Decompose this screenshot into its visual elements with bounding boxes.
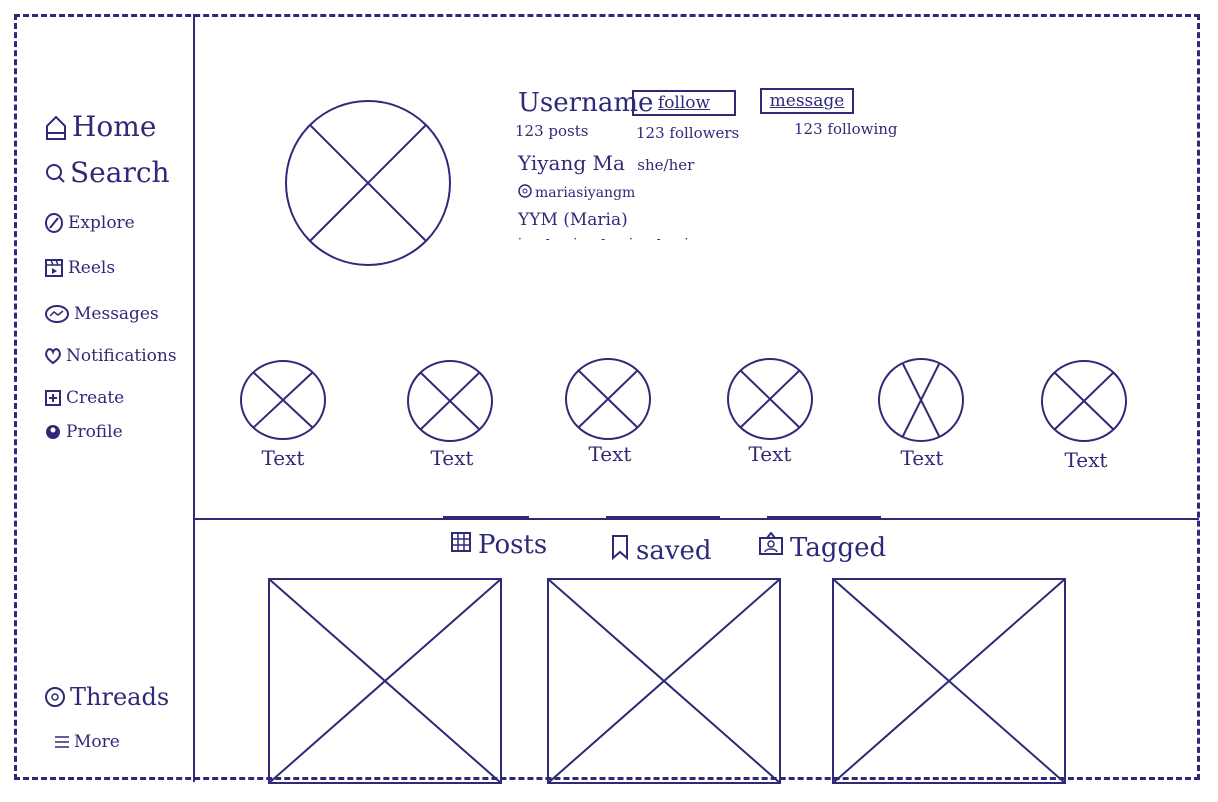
highlight-label: Text <box>748 442 792 466</box>
followers-count[interactable]: 123 followers <box>636 124 740 142</box>
sidebar-item-home[interactable]: Home <box>44 110 156 143</box>
sidebar-item-label: Explore <box>68 213 135 233</box>
highlight-label: Text <box>261 446 305 470</box>
heart-icon <box>44 347 62 365</box>
sidebar-item-label: Messages <box>74 304 159 324</box>
content-divider <box>195 518 1199 520</box>
threads-handle[interactable]: mariasiyangm <box>518 184 635 202</box>
search-icon <box>44 162 66 184</box>
full-name: Yiyang Ma <box>518 151 625 175</box>
sidebar-item-label: More <box>74 732 120 752</box>
tab-posts[interactable]: Posts <box>450 530 547 560</box>
threads-icon <box>44 686 66 708</box>
highlight-label: Text <box>1064 448 1108 472</box>
tagged-icon <box>758 531 784 563</box>
pronouns: she/her <box>637 156 695 174</box>
sidebar-item-label: Threads <box>70 683 170 711</box>
home-icon <box>44 113 68 141</box>
reels-icon <box>44 258 64 278</box>
bio-continuation-dots: · - · - · - · <box>518 232 699 246</box>
plus-icon <box>44 389 62 407</box>
tab-label: saved <box>636 535 712 566</box>
highlight-label: Text <box>588 442 632 466</box>
sidebar-item-label: Create <box>66 388 125 408</box>
sidebar-item-label: Search <box>70 156 170 189</box>
highlight-circle[interactable] <box>727 358 813 440</box>
highlight-label: Text <box>430 446 474 470</box>
avatar[interactable] <box>285 100 451 266</box>
post-thumbnail[interactable] <box>832 578 1066 784</box>
threads-icon <box>518 184 532 202</box>
following-count[interactable]: 123 following <box>794 120 898 138</box>
message-button[interactable]: message <box>760 88 854 114</box>
username: Username <box>518 88 654 118</box>
highlight-circle[interactable] <box>565 358 651 440</box>
sidebar-item-explore[interactable]: Explore <box>44 212 135 234</box>
sidebar-item-messages[interactable]: Messages <box>44 304 159 324</box>
posts-count: 123 posts <box>515 122 589 140</box>
tab-tagged[interactable]: Tagged <box>758 531 887 563</box>
post-thumbnail[interactable] <box>268 578 502 784</box>
tab-indicator-posts <box>443 516 529 519</box>
tab-indicator-tagged <box>767 516 881 519</box>
grid-icon <box>450 530 472 560</box>
tab-label: Posts <box>478 530 548 560</box>
sidebar-item-more[interactable]: More <box>54 732 120 752</box>
sidebar-divider <box>193 14 195 782</box>
handle-text: mariasiyangm <box>535 185 636 201</box>
sidebar-item-search[interactable]: Search <box>44 156 170 189</box>
profile-icon <box>44 423 62 441</box>
page-frame <box>14 14 1200 780</box>
bio: YYM (Maria) <box>518 210 628 230</box>
sidebar-item-label: Home <box>72 110 157 143</box>
sidebar-item-label: Notifications <box>66 346 177 366</box>
sidebar-item-notifications[interactable]: Notifications <box>44 346 177 366</box>
highlight-circle[interactable] <box>240 360 326 440</box>
tab-saved[interactable]: saved <box>610 534 712 567</box>
sidebar-item-create[interactable]: Create <box>44 388 124 408</box>
sidebar-item-label: Reels <box>68 258 116 278</box>
sidebar-item-label: Profile <box>66 422 123 442</box>
highlight-label: Text <box>900 446 944 470</box>
messages-icon <box>44 304 70 324</box>
sidebar-item-reels[interactable]: Reels <box>44 258 115 278</box>
tab-indicator-saved <box>606 516 720 519</box>
post-thumbnail[interactable] <box>547 578 781 784</box>
bookmark-icon <box>610 534 630 567</box>
sidebar-item-profile[interactable]: Profile <box>44 422 123 442</box>
highlight-circle[interactable] <box>407 360 493 442</box>
highlight-circle[interactable] <box>1041 360 1127 442</box>
tab-label: Tagged <box>790 532 887 563</box>
sidebar-item-threads[interactable]: Threads <box>44 683 169 711</box>
explore-icon <box>44 212 64 234</box>
display-name: Yiyang Ma she/her <box>518 151 694 175</box>
menu-icon <box>54 735 70 749</box>
follow-button[interactable]: follow <box>632 90 736 116</box>
highlight-circle[interactable] <box>878 358 964 442</box>
